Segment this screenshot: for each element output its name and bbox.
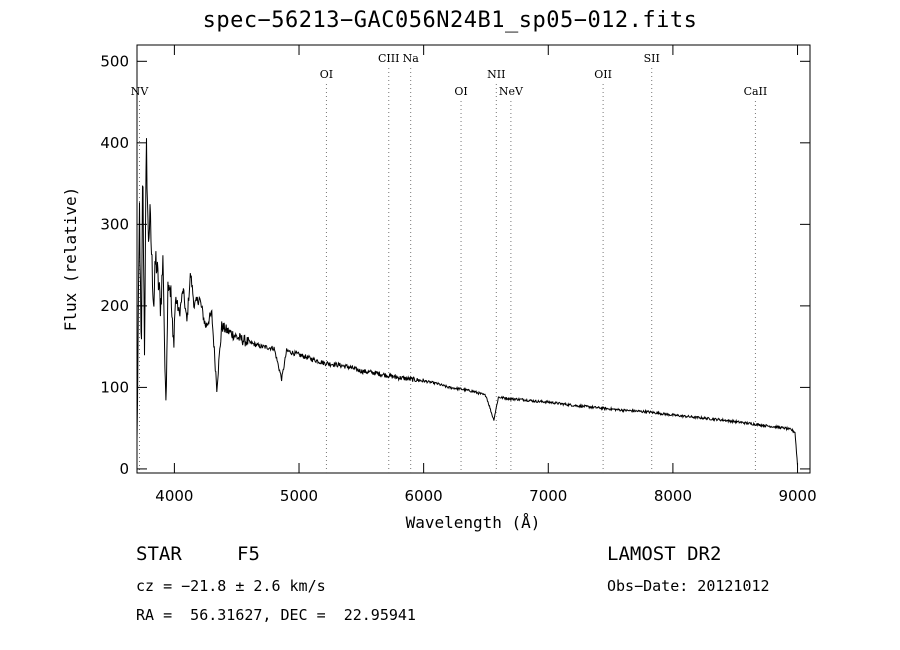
y-tick-label: 400 [100, 134, 129, 152]
line-label: Na [403, 52, 420, 65]
emission-line-labels: NV OI CIII Na OI NII NeV OII SII CaII [131, 52, 768, 98]
object-class: STAR [136, 543, 182, 565]
y-tick-label: 0 [119, 460, 129, 478]
line-label: NII [487, 68, 505, 81]
line-label: NV [131, 85, 150, 98]
x-tick-label: 6000 [405, 487, 443, 505]
x-tick-label: 5000 [280, 487, 318, 505]
y-tick-label: 200 [100, 297, 129, 315]
emission-line-markers [138, 68, 756, 473]
y-tick-label: 500 [100, 52, 129, 70]
line-label: NeV [499, 85, 524, 98]
line-label: OI [454, 85, 467, 98]
coordinates: RA = 56.31627, DEC = 22.95941 [136, 606, 416, 624]
x-tick-label: 4000 [155, 487, 193, 505]
object-subclass: F5 [237, 543, 260, 565]
y-axis-label: Flux (relative) [61, 187, 80, 332]
axis-tick-labels: 4000 5000 6000 7000 8000 9000 0 100 200 300 400 500 [100, 52, 816, 505]
plot-frame [136, 44, 811, 474]
line-label: CIII [378, 52, 399, 65]
line-label: OII [594, 68, 612, 81]
y-tick-label: 300 [100, 215, 129, 233]
line-label: SII [644, 52, 660, 65]
survey-name: LAMOST DR2 [607, 543, 722, 565]
redshift-velocity: cz = −21.8 ± 2.6 km/s [136, 577, 326, 595]
line-label: CaII [744, 85, 768, 98]
x-tick-label: 9000 [778, 487, 816, 505]
x-tick-label: 8000 [654, 487, 692, 505]
chart-title: spec−56213−GAC056N24B1_sp05−012.fits [202, 8, 698, 33]
observation-date: Obs−Date: 20121012 [607, 577, 770, 595]
x-tick-label: 7000 [529, 487, 567, 505]
x-axis-label: Wavelength (Å) [406, 513, 541, 532]
y-tick-label: 100 [100, 378, 129, 396]
spectrum-line [136, 138, 798, 466]
axis-ticks [137, 45, 810, 473]
line-label: OI [320, 68, 333, 81]
